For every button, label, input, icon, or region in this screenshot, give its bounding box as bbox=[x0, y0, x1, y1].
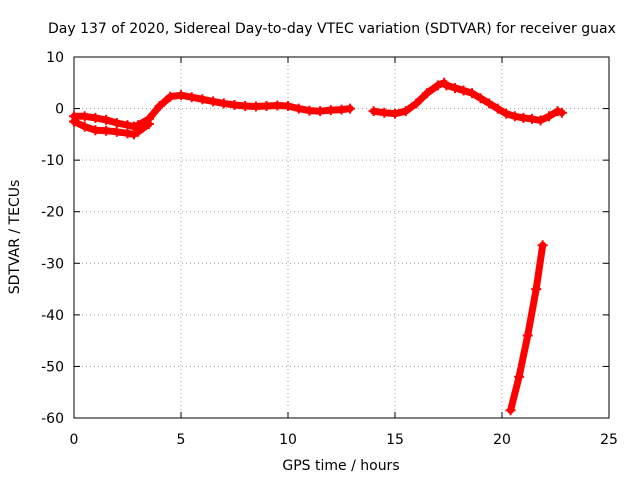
data-point bbox=[304, 105, 315, 116]
data-point bbox=[537, 240, 548, 251]
data-point bbox=[176, 90, 186, 101]
data-point bbox=[186, 92, 197, 103]
data-point bbox=[283, 100, 293, 111]
data-point bbox=[143, 119, 154, 130]
x-axis-label: GPS time / hours bbox=[282, 458, 399, 474]
data-point bbox=[69, 116, 79, 127]
series-line bbox=[70, 91, 354, 131]
data-point bbox=[514, 371, 525, 382]
data-point bbox=[544, 111, 555, 122]
data-point bbox=[400, 106, 411, 117]
data-point bbox=[133, 126, 144, 137]
data-point bbox=[441, 80, 452, 91]
data-point bbox=[501, 108, 512, 119]
axis-ticks bbox=[73, 56, 610, 419]
data-point bbox=[556, 107, 567, 118]
data-point bbox=[325, 105, 336, 116]
x-tick-label: 20 bbox=[493, 432, 511, 448]
chart-title: Day 137 of 2020, Sidereal Day-to-day VTE… bbox=[48, 21, 616, 37]
data-point bbox=[484, 98, 495, 109]
y-tick-label: 10 bbox=[46, 50, 64, 66]
data-point bbox=[218, 98, 229, 109]
data-point bbox=[293, 103, 304, 114]
data-point bbox=[229, 99, 240, 110]
x-tick-label: 0 bbox=[70, 432, 79, 448]
data-point bbox=[390, 108, 400, 119]
data-point bbox=[422, 88, 433, 99]
data-point bbox=[79, 111, 90, 122]
data-point bbox=[250, 101, 261, 112]
data-point bbox=[272, 100, 283, 111]
data-point bbox=[475, 93, 486, 104]
data-point bbox=[315, 106, 326, 117]
y-tick-label: -20 bbox=[41, 205, 64, 221]
data-point bbox=[261, 100, 272, 111]
data-point bbox=[101, 114, 112, 125]
data-point bbox=[79, 121, 90, 132]
data-point bbox=[509, 111, 520, 122]
series-arc-1 bbox=[69, 90, 356, 132]
data-point bbox=[368, 106, 379, 117]
data-point bbox=[522, 330, 533, 341]
y-tick-label: -60 bbox=[41, 411, 64, 427]
data-point bbox=[197, 94, 208, 105]
series-arc-3 bbox=[368, 77, 450, 119]
plot-frame bbox=[73, 56, 610, 419]
data-point bbox=[90, 112, 101, 123]
data-point bbox=[240, 100, 251, 111]
data-point bbox=[101, 125, 112, 136]
series-arc-5 bbox=[505, 240, 548, 416]
data-point bbox=[411, 98, 422, 109]
data-point bbox=[122, 128, 133, 139]
x-tick-label: 5 bbox=[177, 432, 186, 448]
y-tick-label: 0 bbox=[55, 102, 64, 118]
data-point bbox=[111, 126, 122, 137]
series-line bbox=[507, 241, 547, 414]
data-point bbox=[208, 96, 219, 107]
data-point bbox=[458, 85, 469, 96]
data-point bbox=[535, 115, 546, 126]
data-point bbox=[379, 107, 390, 118]
data-point bbox=[432, 80, 443, 91]
series-arc-4 bbox=[441, 80, 567, 126]
data-point bbox=[336, 104, 347, 115]
data-point bbox=[492, 103, 503, 114]
series-arc-2 bbox=[69, 116, 154, 140]
x-tick-label: 10 bbox=[279, 432, 297, 448]
x-tick-label: 25 bbox=[600, 432, 618, 448]
data-point bbox=[526, 113, 537, 124]
data-point bbox=[154, 100, 165, 111]
data-point bbox=[165, 91, 176, 102]
data-point bbox=[111, 118, 122, 129]
y-tick-label: -30 bbox=[41, 256, 64, 272]
data-point bbox=[531, 284, 542, 295]
x-tick-label: 15 bbox=[386, 432, 404, 448]
data-point bbox=[345, 103, 356, 114]
y-tick-labels: 10 0 -10 -20 -30 -40 -50 -60 bbox=[41, 50, 64, 427]
y-axis-label: SDTVAR / TECUs bbox=[7, 180, 23, 295]
y-tick-label: -50 bbox=[41, 359, 64, 375]
x-tick-labels: 0 5 10 15 20 25 bbox=[70, 432, 618, 448]
data-series bbox=[69, 77, 567, 416]
data-point bbox=[90, 125, 101, 136]
y-tick-label: -40 bbox=[41, 308, 64, 324]
data-point bbox=[449, 82, 460, 93]
data-point bbox=[467, 88, 478, 99]
data-point bbox=[518, 112, 529, 123]
data-point bbox=[505, 405, 516, 416]
y-tick-label: -10 bbox=[41, 153, 64, 169]
